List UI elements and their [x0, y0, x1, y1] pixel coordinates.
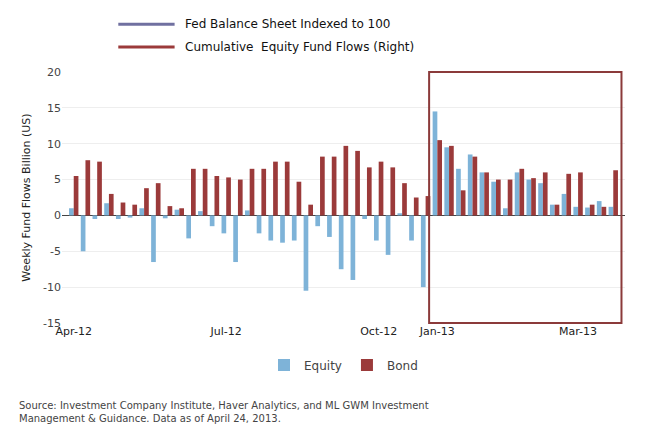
- svg-text:-10: -10: [43, 281, 61, 294]
- svg-text:5: 5: [54, 173, 61, 186]
- svg-text:-5: -5: [50, 245, 61, 258]
- svg-text:Fed Balance Sheet Indexed to 1: Fed Balance Sheet Indexed to 100: [185, 17, 391, 31]
- svg-text:10: 10: [47, 138, 61, 151]
- svg-text:Mar-13: Mar-13: [559, 325, 597, 338]
- svg-text:Source: Investment Company Ins: Source: Investment Company Institute, Ha…: [19, 400, 429, 424]
- svg-text:Bond: Bond: [387, 359, 418, 373]
- svg-text:Equity: Equity: [304, 359, 342, 373]
- svg-text:0: 0: [54, 209, 61, 222]
- svg-text:Weekly Fund Flows Billion (US): Weekly Fund Flows Billion (US): [20, 113, 33, 281]
- svg-text:Apr-12: Apr-12: [56, 325, 92, 338]
- svg-text:-15: -15: [43, 317, 61, 330]
- svg-text:Cumulative Equity Fund Flows: Cumulative Equity Fund Flows (Right): [185, 40, 414, 54]
- svg-text:Oct-12: Oct-12: [360, 325, 397, 338]
- svg-text:Jan-13: Jan-13: [419, 325, 455, 338]
- svg-text:15: 15: [47, 102, 61, 115]
- svg-text:Jul-12: Jul-12: [210, 325, 242, 338]
- svg-text:20: 20: [47, 66, 61, 79]
